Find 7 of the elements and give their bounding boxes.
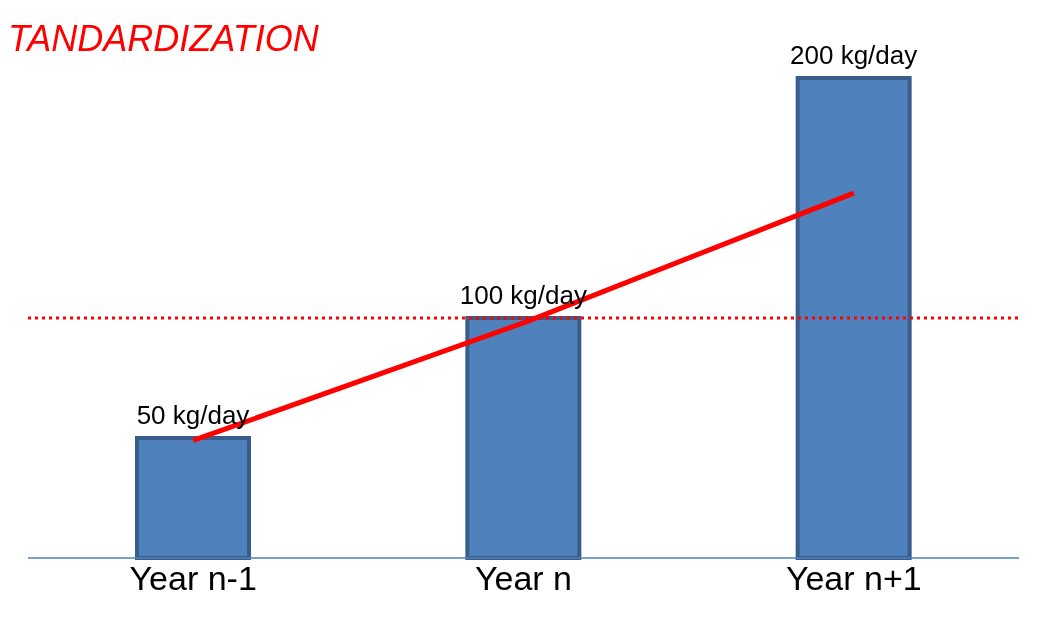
data-label: 200 kg/day <box>790 40 918 70</box>
x-tick-label: Year n-1 <box>129 559 257 598</box>
chart-title: TANDARDIZATION <box>8 18 319 60</box>
x-tick-label: Year n <box>474 559 573 598</box>
data-label: 50 kg/day <box>136 400 250 430</box>
x-tick-label: Year n+1 <box>785 559 922 598</box>
data-label: 100 kg/day <box>459 280 587 310</box>
